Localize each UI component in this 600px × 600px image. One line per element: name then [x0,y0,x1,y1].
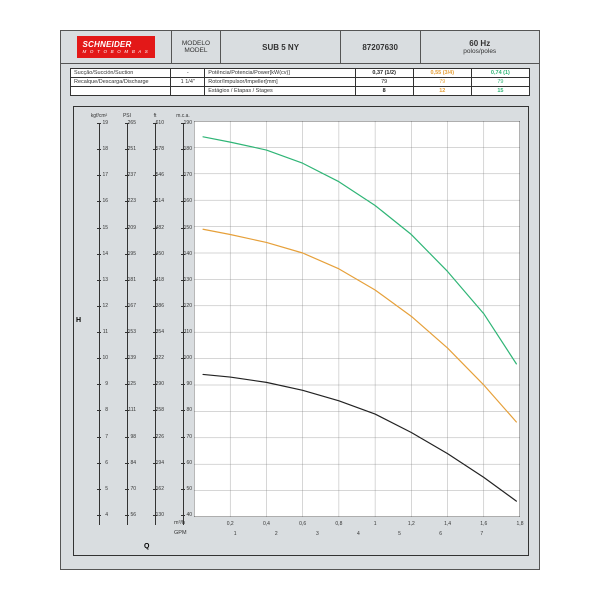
brand-logo: SCHNEIDER M O T O B O M B A S [77,36,155,58]
header-row: SCHNEIDER M O T O B O M B A S MODELO MOD… [61,31,539,64]
plot-area [194,121,520,517]
modelo-lbl-en: MODEL [184,47,207,54]
y-axis-label: H [76,317,81,324]
x-unit-mh: m³/h [174,520,185,526]
modelo-label: MODELO MODEL [171,31,221,63]
datasheet-page: SCHNEIDER M O T O B O M B A S MODELO MOD… [60,30,540,570]
plot-svg [194,121,520,517]
brand-sub: M O T O B O M B A S [83,49,149,54]
model-value: SUB 5 NY [220,31,340,63]
spec-table: Sucção/Succión/Suction-Potência/Potencia… [70,68,530,96]
y-scales: kgf/cm²19181716151413121110987654PSI2652… [88,115,194,525]
modelo-lbl-pt: MODELO [182,40,210,47]
hz-value: 60 Hz [469,39,490,48]
chart-area: H Q kgf/cm²19181716151413121110987654PSI… [73,106,529,556]
hz-sub: polos/poles [463,48,496,55]
logo-cell: SCHNEIDER M O T O B O M B A S [61,31,171,63]
hz-cell: 60 Hz polos/poles [420,31,540,63]
x-unit-gpm: GPM [174,530,187,536]
x-axis-label: Q [144,543,149,550]
code-value: 87207630 [340,31,420,63]
brand-name: SCHNEIDER [83,40,132,49]
